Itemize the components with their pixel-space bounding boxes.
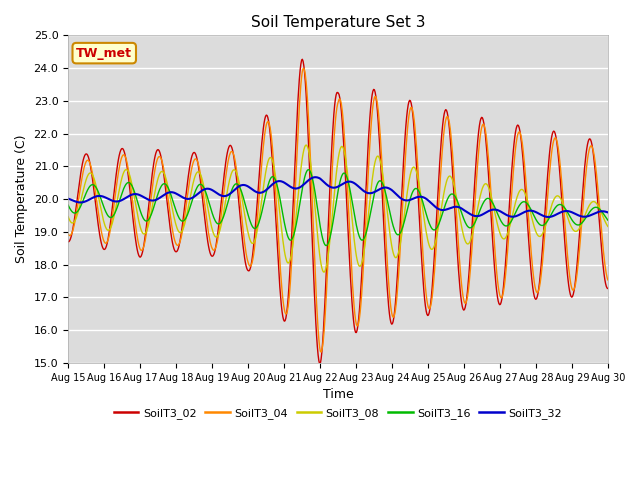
SoilT3_04 (130, 206, 138, 212)
SoilT3_16 (130, 186, 138, 192)
SoilT3_08 (604, 224, 612, 229)
SoilT3_16 (74, 208, 82, 214)
SoilT3_02 (405, 99, 413, 105)
SoilT3_32 (604, 209, 612, 215)
X-axis label: Time: Time (323, 388, 353, 401)
SoilT3_08 (320, 269, 328, 275)
SoilT3_32 (213, 190, 221, 196)
SoilT3_04 (64, 231, 72, 237)
SoilT3_08 (74, 210, 82, 216)
SoilT3_04 (317, 349, 325, 355)
SoilT3_02 (298, 56, 306, 62)
Line: SoilT3_02: SoilT3_02 (68, 59, 608, 364)
SoilT3_32 (404, 197, 412, 203)
SoilT3_16 (604, 217, 612, 223)
SoilT3_04 (184, 187, 192, 193)
SoilT3_16 (64, 202, 72, 208)
SoilT3_08 (302, 142, 310, 148)
Title: Soil Temperature Set 3: Soil Temperature Set 3 (251, 15, 425, 30)
SoilT3_32 (64, 196, 72, 202)
SoilT3_16 (305, 167, 312, 172)
SoilT3_04 (213, 241, 221, 247)
SoilT3_02 (130, 220, 138, 226)
SoilT3_04 (421, 276, 429, 281)
SoilT3_08 (184, 204, 192, 210)
SoilT3_32 (420, 195, 428, 201)
SoilT3_04 (604, 277, 612, 283)
SoilT3_02 (316, 361, 323, 367)
SoilT3_16 (213, 220, 221, 226)
SoilT3_16 (405, 201, 413, 206)
Line: SoilT3_04: SoilT3_04 (68, 68, 608, 352)
SoilT3_32 (545, 214, 552, 220)
SoilT3_08 (130, 189, 138, 195)
SoilT3_02 (74, 191, 82, 196)
SoilT3_16 (421, 206, 429, 212)
SoilT3_02 (64, 239, 72, 245)
Y-axis label: Soil Temperature (C): Soil Temperature (C) (15, 135, 28, 264)
SoilT3_02 (184, 174, 192, 180)
SoilT3_32 (130, 192, 138, 197)
SoilT3_32 (184, 196, 192, 202)
SoilT3_08 (213, 234, 221, 240)
SoilT3_32 (74, 199, 82, 205)
SoilT3_16 (323, 243, 330, 249)
SoilT3_04 (300, 65, 308, 71)
SoilT3_02 (421, 297, 429, 302)
Line: SoilT3_08: SoilT3_08 (68, 145, 608, 272)
Text: TW_met: TW_met (76, 47, 132, 60)
SoilT3_08 (421, 220, 429, 226)
SoilT3_08 (64, 214, 72, 220)
SoilT3_04 (74, 201, 82, 207)
SoilT3_02 (213, 238, 221, 244)
Legend: SoilT3_02, SoilT3_04, SoilT3_08, SoilT3_16, SoilT3_32: SoilT3_02, SoilT3_04, SoilT3_08, SoilT3_… (109, 403, 566, 423)
Line: SoilT3_16: SoilT3_16 (68, 169, 608, 246)
SoilT3_08 (405, 179, 413, 184)
Line: SoilT3_32: SoilT3_32 (68, 177, 608, 217)
SoilT3_02 (604, 286, 612, 291)
SoilT3_32 (311, 174, 319, 180)
SoilT3_04 (405, 113, 413, 119)
SoilT3_16 (184, 210, 192, 216)
